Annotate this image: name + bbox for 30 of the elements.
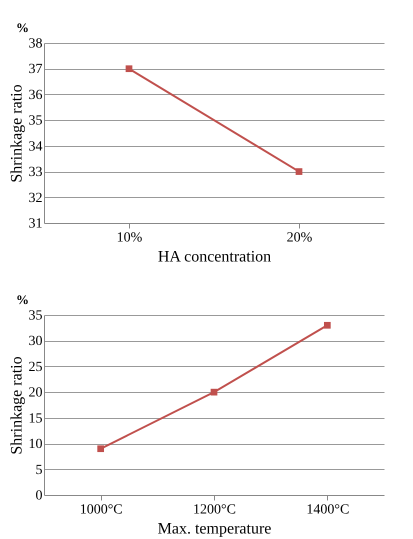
y-tick-label: 31 [28,216,42,232]
y-tick-label: 38 [28,36,42,52]
x-tick-label: 10% [116,230,143,246]
text: % [16,20,29,35]
x-axis-title: HA concentration [158,248,272,266]
y-tick-label: 0 [36,488,42,504]
y-tick-label: 35 [28,308,42,324]
point [324,322,331,329]
y-tick-label: 34 [28,139,42,154]
text: % [16,292,29,307]
x-tick-label: 1000°C [80,502,123,518]
y-axis-title: Shrinkage ratio [8,84,26,183]
y-tick-label: 20 [28,386,42,401]
y-tick-label: 10 [28,437,42,452]
y-tick-label: 32 [28,190,42,206]
x-axis-title: Max. temperature [158,520,272,538]
y-axis-title: Shrinkage ratio [8,356,26,455]
y-tick-label: 35 [28,114,42,129]
x-tick-label: 1400°C [306,502,350,518]
y-tick-label: 33 [28,165,42,180]
y-tick-label: 25 [28,360,42,375]
y-tick-label: 15 [28,411,42,426]
x-tick-label: 20% [286,230,313,246]
point [210,388,218,396]
y-tick-label: 37 [28,62,42,78]
y-tick-label: 36 [28,88,42,103]
point [97,445,104,452]
x-tick-label: 1200°C [193,502,236,518]
y-tick-label: 5 [36,462,42,478]
y-tick-label: 30 [28,334,42,350]
